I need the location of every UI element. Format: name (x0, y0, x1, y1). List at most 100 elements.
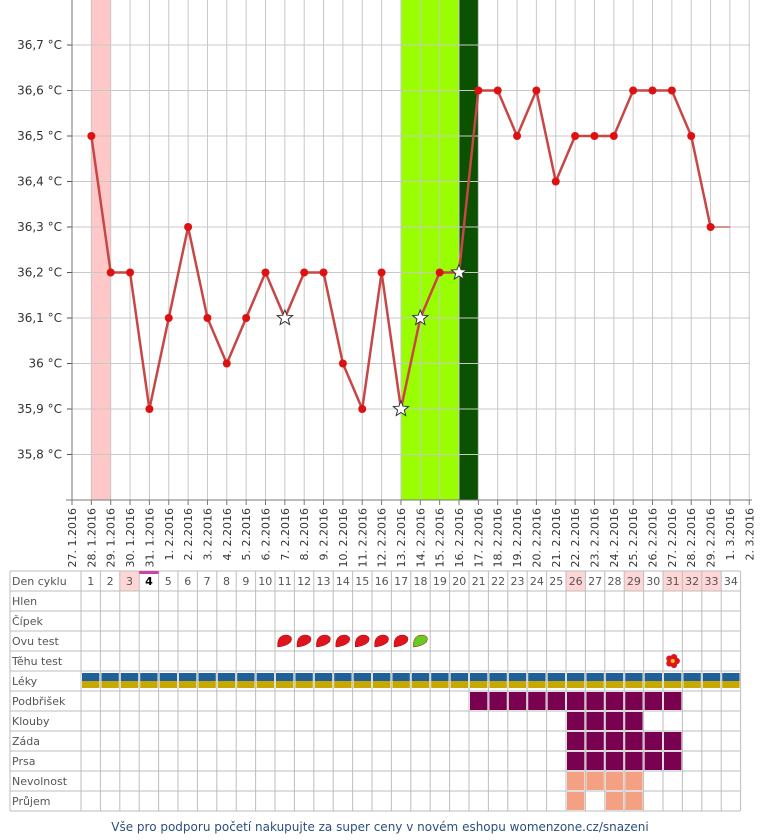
data-point (319, 268, 328, 277)
podbrisek-cell (547, 692, 565, 710)
data-point (261, 268, 270, 277)
data-point (571, 132, 580, 140)
row-label: Klouby (12, 715, 50, 728)
cycle-day-number: 1 (87, 575, 94, 588)
medication-bar-bottom (392, 681, 410, 688)
x-tick-label: 4. 2.2016 (221, 508, 234, 560)
data-point (609, 132, 618, 140)
ovu-test-positive-icon (277, 634, 292, 648)
medication-bar-bottom (411, 681, 430, 688)
y-tick-label: 36,5 °C (17, 129, 62, 143)
x-tick-label: 15. 2.2016 (434, 508, 447, 567)
current-day-marker (139, 571, 159, 574)
podbrisek-cell (489, 692, 507, 710)
ovu-test-positive-icon (316, 634, 331, 648)
klouby-cell (625, 712, 643, 730)
medication-bar-bottom (140, 681, 158, 688)
klouby-cell (586, 712, 604, 730)
y-tick-label: 36,3 °C (17, 220, 62, 234)
x-tick-label: 11. 2.2016 (356, 508, 369, 567)
medication-bar-bottom (586, 681, 604, 688)
medication-bar-top (683, 673, 701, 681)
x-tick-label: 10. 2.2016 (337, 508, 350, 567)
medication-bar-top (489, 673, 507, 681)
podbrisek-cell (470, 692, 488, 710)
flower-center-icon (670, 659, 675, 663)
y-tick-label: 36,1 °C (17, 311, 62, 325)
data-point (377, 268, 386, 277)
podbrisek-cell (508, 692, 527, 710)
cycle-day-highlight (701, 571, 722, 591)
x-tick-label: 7. 2.2016 (279, 508, 292, 560)
cycle-day-number: 9 (242, 575, 249, 588)
row-label: Podbřišek (12, 695, 66, 708)
medication-bar-bottom (295, 681, 313, 688)
medication-bar-top (276, 673, 294, 681)
podbrisek-cell (528, 692, 546, 710)
cycle-day-number: 19 (433, 575, 447, 588)
zada-cell (605, 732, 624, 750)
data-point (493, 86, 502, 95)
medication-bar-bottom (314, 681, 333, 688)
medication-bar-bottom (431, 681, 449, 688)
cycle-day-number: 25 (549, 575, 563, 588)
medication-bar-top (470, 673, 488, 681)
eshop-link[interactable]: Vše pro podporu početí nakupujte za supe… (111, 820, 649, 834)
cycle-day-number: 23 (511, 575, 525, 588)
y-tick-label: 36,6 °C (17, 84, 62, 98)
medication-bar-bottom (605, 681, 624, 688)
zada-cell (586, 732, 604, 750)
cycle-day-number: 10 (258, 575, 272, 588)
data-point (513, 132, 522, 140)
x-tick-label: 24. 2.2016 (608, 508, 621, 567)
cycle-day-number: 6 (184, 575, 191, 588)
row-label: Nevolnost (12, 775, 68, 788)
medication-bar-top (159, 673, 177, 681)
row-label: Čípek (12, 615, 43, 628)
data-point (474, 86, 483, 95)
cycle-day-number: 12 (297, 575, 311, 588)
x-tick-label: 12. 2.2016 (376, 508, 389, 567)
x-tick-label: 30. 1.2016 (124, 508, 137, 567)
medication-bar-bottom (353, 681, 371, 688)
medication-bar-bottom (508, 681, 527, 688)
medication-bar-top (179, 673, 197, 681)
data-point (164, 314, 173, 322)
x-tick-label: 26. 2.2016 (647, 508, 660, 567)
zada-cell (664, 732, 682, 750)
medication-bar-top (120, 673, 139, 681)
medication-bar-top (82, 673, 100, 681)
cycle-day-number: 11 (278, 575, 292, 588)
medication-bar-top (547, 673, 565, 681)
medication-bar-top (295, 673, 313, 681)
medication-bar-top (702, 673, 721, 681)
nevolnost-cell (605, 772, 624, 790)
y-tick-label: 35,8 °C (17, 448, 62, 462)
prsa-cell (664, 752, 682, 770)
row-label: Hlen (12, 595, 37, 608)
x-tick-label: 19. 2.2016 (511, 508, 524, 567)
row-label: Těhu test (11, 655, 63, 668)
medication-bar-bottom (179, 681, 197, 688)
medication-bar-top (431, 673, 449, 681)
medication-bar-bottom (664, 681, 682, 688)
ovu-test-positive-icon (393, 634, 409, 648)
x-tick-label: 13. 2.2016 (395, 508, 408, 567)
medication-bar-bottom (276, 681, 294, 688)
ovu-test-negative-icon (413, 634, 428, 648)
y-tick-label: 36 °C (29, 357, 62, 371)
medication-bar-top (256, 673, 274, 681)
medication-bar-top (586, 673, 604, 681)
medication-bar-top (217, 673, 236, 681)
x-tick-label: 21. 2.2016 (550, 508, 563, 567)
x-tick-label: 27. 1.2016 (66, 508, 79, 567)
row-label: Záda (12, 735, 40, 748)
cycle-day-number: 4 (145, 575, 153, 588)
data-point (590, 132, 599, 140)
x-tick-label: 28. 1.2016 (85, 508, 98, 567)
medication-bar-top (353, 673, 371, 681)
prsa-cell (625, 752, 643, 770)
podbrisek-cell (605, 692, 624, 710)
cycle-day-number: 18 (414, 575, 428, 588)
zada-cell (567, 732, 585, 750)
